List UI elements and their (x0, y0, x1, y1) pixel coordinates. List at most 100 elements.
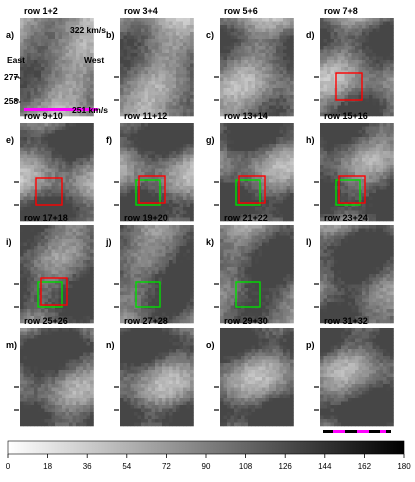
panel-image (220, 123, 294, 222)
red-box (338, 175, 366, 204)
red-box (35, 177, 63, 206)
panel-letter: e) (6, 135, 14, 145)
panel-image (220, 18, 294, 117)
colorbar-tick-label: 126 (279, 462, 293, 471)
panels-grid: row 1+2a)row 3+4b)row 5+6c)row 7+8d)row … (6, 6, 394, 427)
panel-title: row 1+2 (24, 6, 58, 16)
green-box (135, 179, 161, 206)
panel-image (20, 225, 94, 324)
panel-letter: i) (6, 237, 12, 247)
panel-image (320, 18, 394, 117)
panel-title: row 19+20 (124, 213, 168, 223)
panel-image (220, 328, 294, 427)
panel-p-scale-bar (323, 430, 391, 433)
panel-image (20, 18, 94, 117)
green-box (235, 179, 261, 206)
panel-letter: g) (206, 135, 215, 145)
panel-image (20, 123, 94, 222)
panel: row 11+12 f) (106, 111, 194, 222)
panel-letter: h) (306, 135, 315, 145)
panel-title: row 21+22 (224, 213, 268, 223)
velocity-top-label: 322 km/s (70, 25, 106, 35)
colorbar-ticks: 0 18 36 54 72 90 108 126 144 162 180 (6, 454, 411, 471)
panel: row 25+26 m) (6, 316, 94, 427)
panel-title: row 3+4 (124, 6, 158, 16)
panel-image (120, 225, 194, 324)
green-box (135, 281, 161, 308)
panel: row 23+24 l) (306, 213, 394, 324)
panel: row 21+22 k) (206, 213, 294, 324)
colorbar-tick-label: 0 (6, 462, 11, 471)
panel-image (120, 328, 194, 427)
colorbar: 0 18 36 54 72 90 108 126 144 162 180 (6, 440, 411, 471)
panel-title: row 9+10 (24, 111, 63, 121)
colorbar-tick-label: 180 (397, 462, 411, 471)
panel-letter: o) (206, 340, 215, 350)
panel-letter: m) (6, 340, 17, 350)
tick-258-label: 258- (4, 96, 21, 106)
green-box (37, 281, 63, 308)
green-box (235, 281, 261, 308)
colorbar-tick-label: 54 (122, 462, 131, 471)
red-box (238, 175, 266, 204)
west-label: West (84, 55, 104, 65)
panel-image (320, 123, 394, 222)
panel-image (320, 328, 394, 427)
panel-letter: c) (206, 30, 214, 40)
panel-title: row 17+18 (24, 213, 68, 223)
panel-letter: l) (306, 237, 312, 247)
panel-title: row 23+24 (324, 213, 368, 223)
panel-letter: j) (105, 237, 112, 247)
panel: row 9+10 e) (6, 111, 94, 222)
panel: row 19+20 j) (105, 213, 194, 324)
panel-letter: a) (6, 30, 14, 40)
panel-title: row 7+8 (324, 6, 358, 16)
panel-image (120, 123, 194, 222)
panel-letter: f) (106, 135, 112, 145)
panel-title: row 31+32 (324, 316, 368, 326)
red-box (40, 277, 68, 306)
panel-letter: d) (306, 30, 315, 40)
east-label: East (7, 55, 25, 65)
panel: row 3+4 b) (106, 6, 194, 117)
panel: row 31+32 p) (306, 316, 394, 427)
colorbar-tick-label: 162 (358, 462, 372, 471)
panel-title: row 15+16 (324, 111, 368, 121)
panel-title: row 29+30 (224, 316, 268, 326)
panel-image (120, 18, 194, 117)
panel: row 27+28 n) (106, 316, 194, 427)
colorbar-tick-label: 90 (202, 462, 211, 471)
panel-title: row 13+14 (224, 111, 268, 121)
panel: row 29+30 o) (206, 316, 294, 427)
panel: row 13+14 g) (206, 111, 294, 222)
colorbar-tick-label: 108 (239, 462, 253, 471)
colorbar-gradient (7, 440, 405, 455)
colorbar-tick-label: 36 (83, 462, 92, 471)
panel: row 5+6 c) (206, 6, 294, 117)
panel: row 1+2 a) (6, 6, 94, 117)
panel-image (20, 328, 94, 427)
panel-title: row 25+26 (24, 316, 68, 326)
panel-image (220, 225, 294, 324)
panel-letter: b) (106, 30, 115, 40)
red-box (138, 175, 166, 204)
velocity-bottom-label: 251 km/s (72, 105, 108, 115)
panel-image (320, 225, 394, 324)
green-box (335, 179, 361, 206)
tick-277-label: 277- (4, 72, 21, 82)
panel: row 15+16 h) (306, 111, 394, 222)
panel-letter: p) (306, 340, 315, 350)
colorbar-tick-label: 72 (162, 462, 171, 471)
colorbar-tick-label: 144 (318, 462, 332, 471)
magenta-scale-bar (24, 108, 98, 111)
panel-letter: n) (106, 340, 115, 350)
panel-title: row 5+6 (224, 6, 258, 16)
panel-title: row 11+12 (124, 111, 167, 121)
panel: row 7+8 d) (306, 6, 394, 117)
panel: row 17+18 i) (6, 213, 94, 324)
panel-title: row 27+28 (124, 316, 168, 326)
red-box (335, 72, 363, 101)
panel-letter: k) (206, 237, 214, 247)
colorbar-tick-label: 18 (43, 462, 52, 471)
